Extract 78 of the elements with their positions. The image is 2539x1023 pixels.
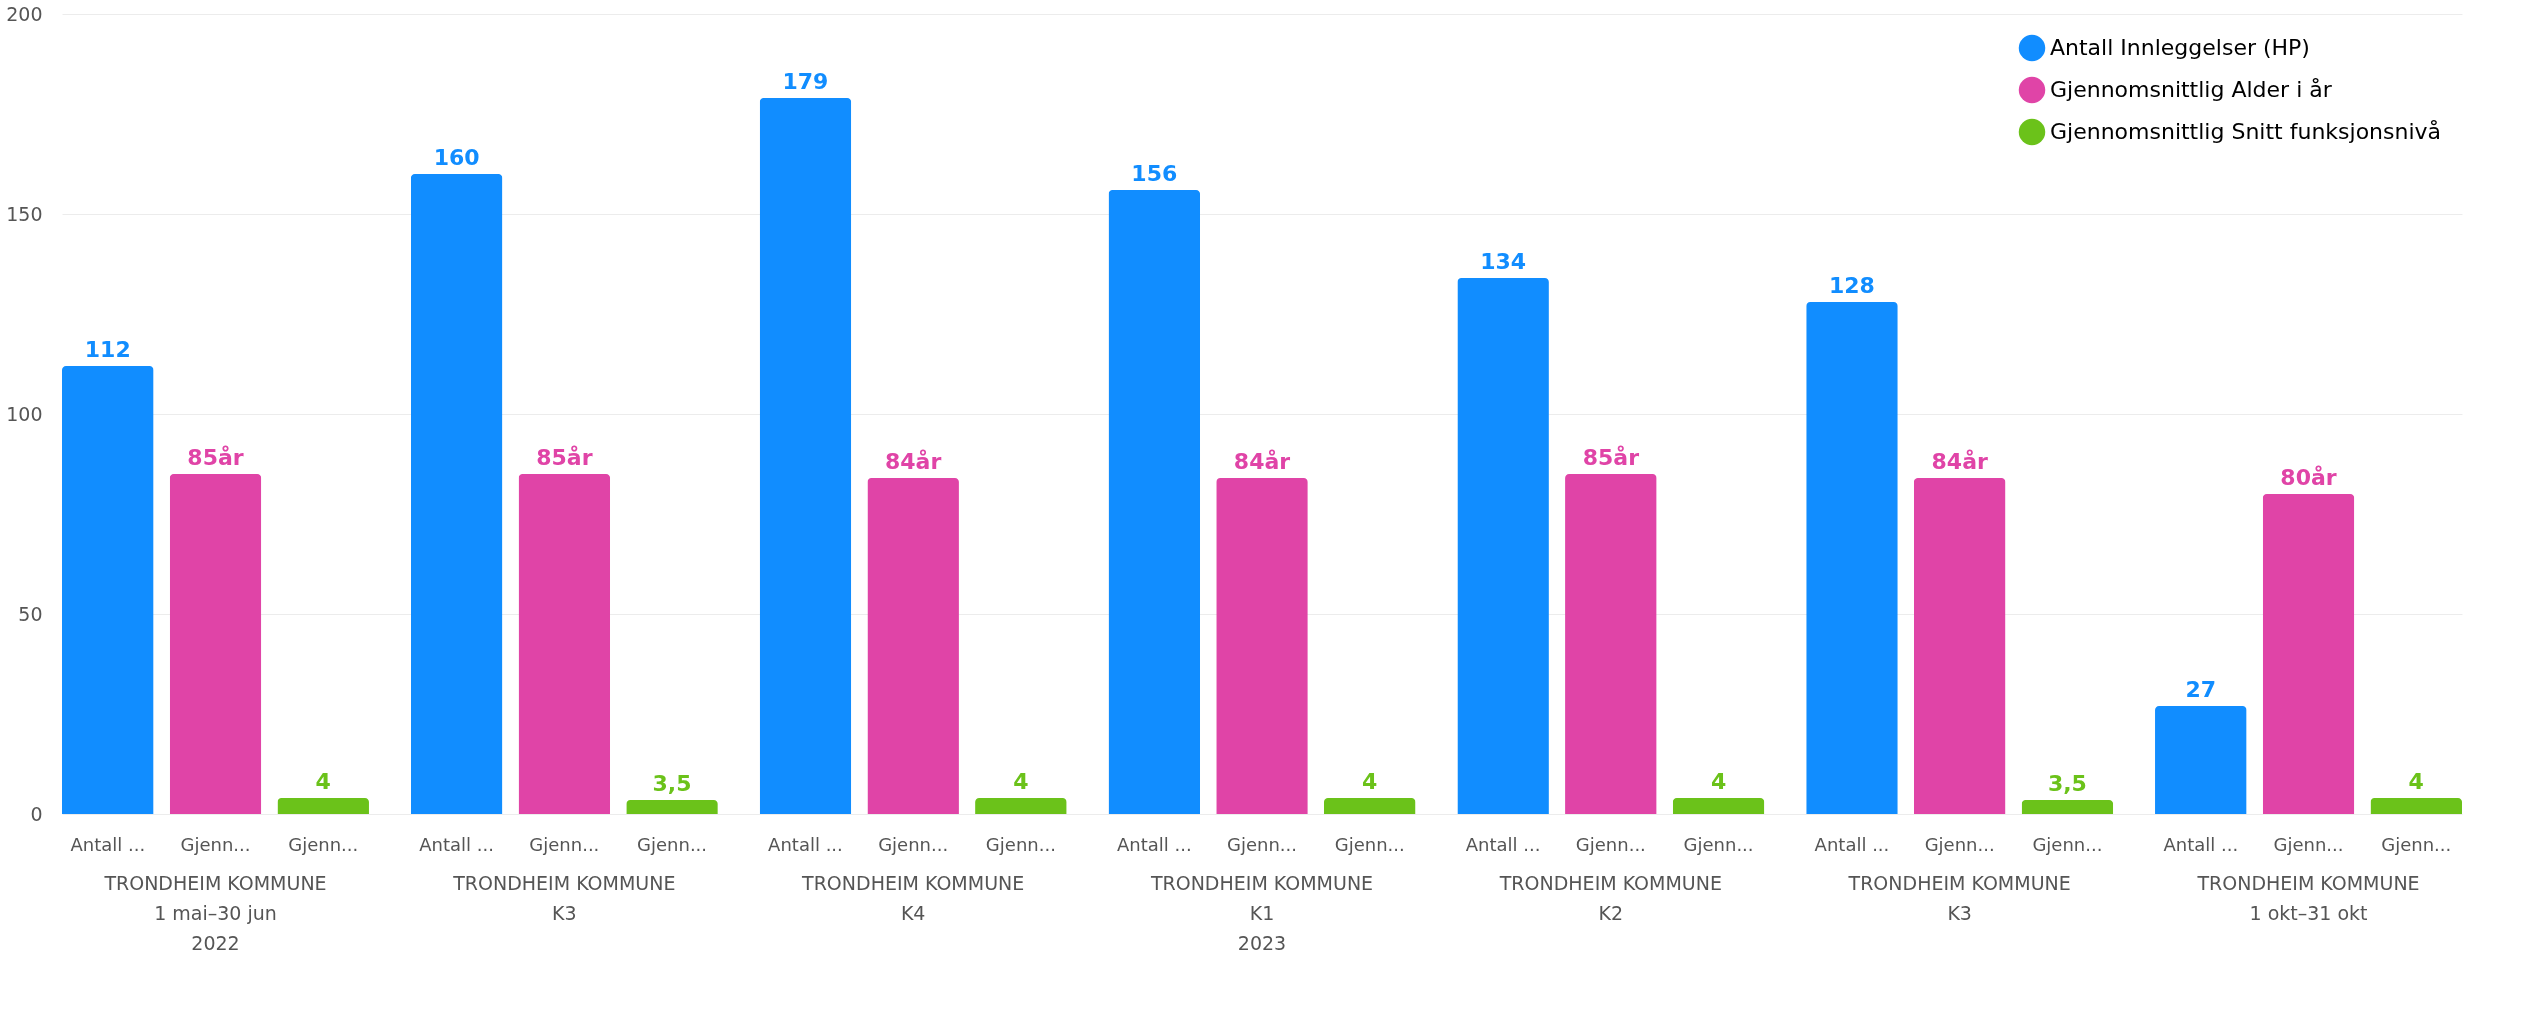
data-label: 80år xyxy=(2280,465,2337,490)
text: Gjenn... xyxy=(529,834,600,855)
data-label: 85år xyxy=(536,445,593,470)
text: Antall ... xyxy=(768,834,843,855)
text: Antall ... xyxy=(419,834,494,855)
y-tick-label: 100 xyxy=(6,402,43,425)
bar xyxy=(518,474,611,814)
text: Gjenn... xyxy=(637,834,708,855)
text: Antall ... xyxy=(1465,834,1541,855)
text: Antall ... xyxy=(70,834,146,855)
data-label: 85år xyxy=(187,445,244,470)
bar xyxy=(626,800,718,814)
bar xyxy=(2370,798,2462,814)
data-label: 134 xyxy=(1480,249,1527,274)
y-tick-label: 50 xyxy=(18,602,43,625)
bar xyxy=(1672,798,1765,814)
data-label: 4 xyxy=(1710,769,1727,794)
data-label: 3,5 xyxy=(652,771,692,796)
x-tick-label: TRONDHEIM KOMMUNE K3 xyxy=(452,871,676,924)
y-tick-label: 0 xyxy=(30,802,43,825)
y-tick-label: 150 xyxy=(6,202,43,225)
bar xyxy=(1806,302,1898,814)
bar xyxy=(1457,278,1549,814)
x-tick-label: TRONDHEIM KOMMUNE 1 mai–30 jun 2022 xyxy=(103,871,327,954)
text: Gjenn... xyxy=(1334,834,1405,855)
data-label: 179 xyxy=(782,69,829,94)
y-tick-label: 200 xyxy=(6,2,43,25)
bar xyxy=(2262,494,2355,814)
bar xyxy=(759,98,852,814)
data-label: 84år xyxy=(885,449,942,474)
x-tick-label: TRONDHEIM KOMMUNE K3 xyxy=(1847,871,2071,924)
x-tick-label: TRONDHEIM KOMMUNE K4 xyxy=(801,871,1025,924)
text: Antall ... xyxy=(2163,834,2239,855)
data-label: 4 xyxy=(1362,769,1378,794)
text: Gjenn... xyxy=(985,834,1056,855)
bar xyxy=(1216,478,1308,814)
data-label: 4 xyxy=(2408,769,2424,794)
bar xyxy=(2021,800,2114,814)
legend-label: Gjennomsnittlig Snitt funksjonsnivå xyxy=(2050,119,2442,144)
text: Gjenn... xyxy=(288,834,359,855)
bar xyxy=(1565,474,1657,814)
x-tick-label: TRONDHEIM KOMMUNE K1 2023 xyxy=(1149,871,1374,954)
bar xyxy=(1323,798,1416,814)
legend-label: Antall Innleggelser (HP) xyxy=(2050,35,2310,60)
bar xyxy=(2155,706,2247,814)
x-tick-label: TRONDHEIM KOMMUNE K2 xyxy=(1498,871,1722,924)
data-label: 84år xyxy=(1931,449,1988,474)
text: Gjenn... xyxy=(1575,834,1646,855)
bar xyxy=(277,798,369,814)
data-label: 156 xyxy=(1131,161,1178,186)
data-label: 4 xyxy=(315,769,331,794)
text: Gjenn... xyxy=(2273,834,2344,855)
data-label: 160 xyxy=(433,145,480,170)
legend-label: Gjennomsnittlig Alder i år xyxy=(2050,77,2333,102)
text: Gjenn... xyxy=(1683,834,1754,855)
bar xyxy=(867,478,959,814)
bar xyxy=(975,798,1067,814)
text: Gjenn... xyxy=(2381,834,2452,855)
bar xyxy=(1108,190,1201,814)
bar xyxy=(1913,478,2006,814)
bar xyxy=(410,174,503,814)
data-label: 128 xyxy=(1828,273,1875,298)
text: Antall ... xyxy=(1116,834,1192,855)
data-label: 4 xyxy=(1013,769,1029,794)
text: Gjenn... xyxy=(2032,834,2103,855)
data-label: 112 xyxy=(84,337,131,362)
text: Gjenn... xyxy=(878,834,949,855)
data-label: 27 xyxy=(2185,677,2217,702)
text: Antall ... xyxy=(1814,834,1890,855)
text: Gjenn... xyxy=(1924,834,1995,855)
bar xyxy=(62,366,154,814)
data-label: 85år xyxy=(1582,445,1640,470)
data-label: 84år xyxy=(1233,449,1291,474)
x-tick-label: TRONDHEIM KOMMUNE 1 okt–31 okt xyxy=(2196,871,2420,924)
bar xyxy=(169,474,262,814)
text: Gjenn... xyxy=(180,834,251,855)
text: Gjenn... xyxy=(1226,834,1298,855)
data-label: 3,5 xyxy=(2047,771,2087,796)
